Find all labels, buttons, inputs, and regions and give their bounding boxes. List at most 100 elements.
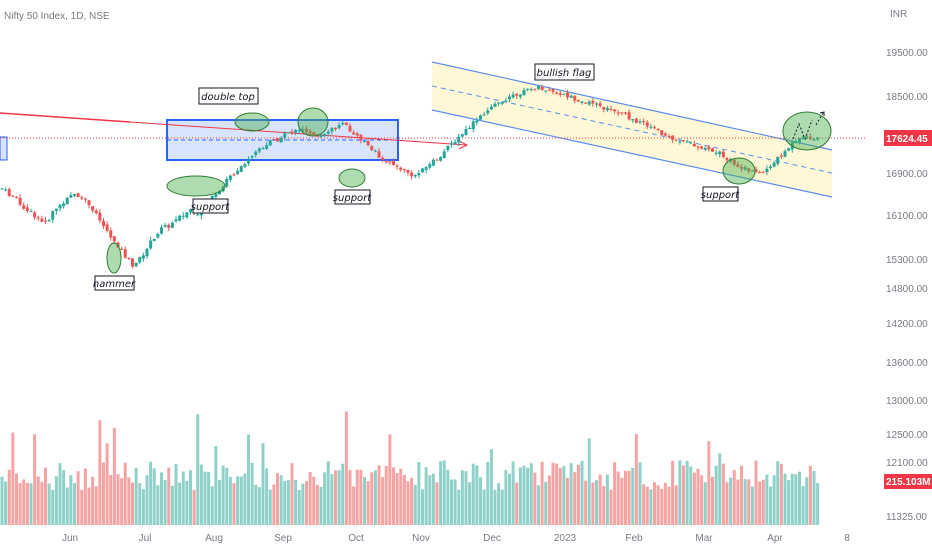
candle-body	[131, 258, 134, 267]
volume-bar	[486, 461, 490, 525]
candle-body	[384, 161, 388, 163]
volume-bar	[305, 481, 308, 525]
candle-body	[602, 107, 606, 110]
volume-bar	[120, 478, 124, 525]
volume-bar	[576, 464, 580, 525]
volume-bar	[160, 472, 163, 525]
candle-body	[747, 168, 751, 172]
volume-bar	[94, 486, 98, 525]
highlight-hammer	[106, 242, 122, 274]
candle-body	[25, 207, 29, 211]
volume-bar	[616, 471, 620, 525]
volume-bar	[428, 475, 432, 525]
candle-body	[428, 164, 432, 168]
volume-bar	[707, 441, 711, 525]
volume-bar	[138, 483, 142, 525]
candle-body	[493, 103, 497, 107]
candle-body	[323, 133, 327, 137]
volume-bar	[18, 483, 22, 525]
candle-body	[725, 158, 729, 161]
candle-body	[435, 159, 439, 161]
volume-bar	[406, 481, 410, 525]
candle-body	[0, 188, 4, 190]
y-tick-label: 16900.00	[886, 169, 928, 180]
volume-bar	[421, 489, 424, 525]
candle-body	[279, 137, 283, 143]
volume-bar	[178, 482, 182, 525]
time-axis[interactable]: Jun Jul Aug Sep Oct Nov Dec 2023 Feb Mar…	[62, 533, 850, 544]
candle-body	[649, 126, 653, 128]
candle-body	[250, 156, 254, 158]
volume-bar	[692, 472, 696, 525]
candle-body	[740, 167, 743, 169]
candle-body	[254, 151, 258, 155]
candle-body	[656, 128, 660, 131]
volume-bar	[36, 476, 40, 525]
candle-body	[54, 208, 58, 211]
candle-body	[598, 103, 602, 106]
candle-body	[22, 205, 26, 209]
volume-bar	[58, 463, 62, 525]
candle-body	[51, 211, 55, 220]
volume-bar	[363, 477, 366, 525]
volume-bar	[471, 463, 475, 525]
candle-body	[4, 189, 8, 191]
annotation-hammer: hammer	[93, 275, 136, 291]
volume-bar	[4, 481, 8, 525]
candle-body	[312, 132, 316, 135]
volume-bar	[352, 486, 356, 525]
candle-body	[149, 240, 153, 249]
candle-body	[613, 109, 617, 112]
volume-bar	[758, 481, 762, 525]
volume-bar	[529, 463, 533, 525]
volume-bar	[326, 461, 330, 525]
candle-body	[377, 151, 381, 158]
candle-body	[460, 134, 464, 137]
highlight-support-1	[166, 175, 226, 197]
candle-body	[758, 172, 762, 174]
volume-bar	[341, 463, 345, 525]
volume-bar	[417, 462, 421, 525]
candle-body	[399, 167, 403, 170]
volume-bar	[761, 479, 765, 525]
candle-body	[573, 95, 577, 101]
volume-bar	[689, 466, 693, 525]
candle-body	[544, 90, 548, 92]
x-tick-label: 2023	[554, 533, 577, 544]
candle-body	[798, 138, 801, 143]
volume-bar	[388, 434, 392, 525]
candle-body	[83, 198, 87, 200]
candle-body	[805, 136, 809, 138]
volume-bar	[551, 462, 555, 525]
y-tick-label: 15300.00	[886, 255, 928, 266]
candle-body	[682, 140, 685, 142]
volume-bar	[257, 487, 261, 525]
y-tick-label: 14800.00	[886, 284, 928, 295]
volume-bar	[131, 482, 134, 525]
volume-bar	[29, 483, 33, 525]
volume-bar	[732, 470, 736, 525]
candle-body	[109, 230, 113, 238]
candle-body	[634, 118, 638, 123]
volume-bar	[69, 475, 73, 525]
highlight-breakout	[782, 111, 832, 151]
volume-bar	[370, 472, 374, 525]
candle-body	[276, 138, 279, 142]
candle-body	[334, 127, 337, 130]
highlight-top-2	[297, 107, 329, 137]
candle-body	[540, 87, 544, 91]
volume-bar	[631, 467, 635, 525]
volume-bar	[210, 486, 214, 525]
candle-body	[580, 101, 584, 103]
candle-body	[667, 136, 671, 138]
volume-bar	[642, 484, 646, 525]
price-axis[interactable]: 19500.00 18500.00 17624.45 16900.00 1610…	[884, 48, 932, 523]
candle-body	[711, 148, 714, 152]
candle-body	[743, 167, 747, 170]
volume-bar	[569, 463, 573, 525]
volume-bar	[663, 482, 667, 525]
candle-body	[330, 127, 334, 132]
x-tick-label: Sep	[274, 533, 292, 544]
volume-bar	[790, 473, 794, 525]
